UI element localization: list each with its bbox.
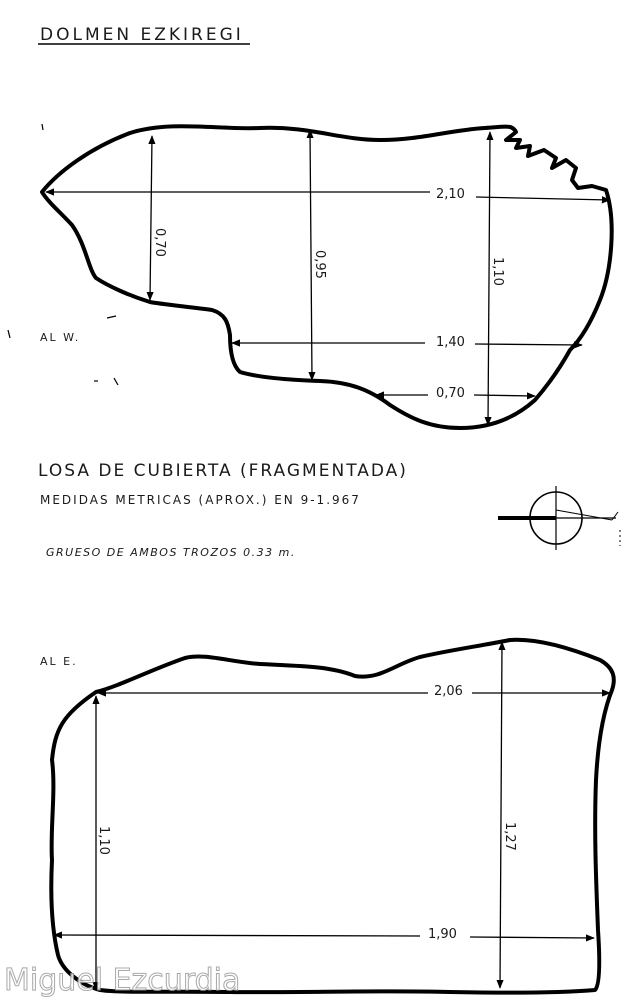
measure-width-left-w: 0,70 bbox=[152, 228, 167, 257]
dim-line-length-bottom-left bbox=[53, 931, 421, 939]
dim-line-width-right bbox=[496, 641, 506, 989]
measure-length-middle-w: 1,40 bbox=[436, 335, 465, 350]
pencil-mark bbox=[106, 315, 117, 319]
dim-line-length-top-right bbox=[475, 196, 611, 204]
measure-length-top-w: 2,10 bbox=[436, 187, 465, 202]
dim-line-width-left bbox=[146, 135, 156, 301]
measure-length-top-e: 2,06 bbox=[434, 684, 463, 699]
measure-width-middle-w: 0,95 bbox=[312, 250, 327, 279]
slab-west-outline bbox=[40, 124, 614, 430]
side-label-east: AL E. bbox=[40, 655, 78, 668]
measure-width-right-w: 1,10 bbox=[490, 257, 505, 286]
orientation-symbol bbox=[498, 486, 621, 550]
pencil-mark bbox=[41, 123, 44, 131]
drawing-title: DOLMEN EZKIREGI bbox=[40, 25, 244, 45]
dim-line-length-bottom-right bbox=[473, 392, 536, 400]
watermark: Miguel Ezcurdia bbox=[4, 963, 240, 998]
pencil-mark bbox=[7, 329, 11, 339]
measure-length-bottom-w: 0,70 bbox=[436, 386, 465, 401]
caption-thickness: GRUESO DE AMBOS TROZOS 0.33 m. bbox=[46, 546, 296, 559]
dim-line-width-right bbox=[484, 131, 494, 426]
caption-measurements: MEDIDAS METRICAS (APROX.) EN 9-1.967 bbox=[40, 493, 361, 507]
dim-line-length-middle-right bbox=[474, 341, 583, 349]
side-label-west: AL W. bbox=[40, 331, 80, 344]
slab-east-outline bbox=[49, 637, 616, 995]
measure-width-left-e: 1,10 bbox=[96, 826, 111, 855]
dim-line-width-middle bbox=[306, 129, 316, 381]
measure-length-bottom-e: 1,90 bbox=[428, 927, 457, 942]
caption-slab-type: LOSA DE CUBIERTA (FRAGMENTADA) bbox=[38, 461, 408, 481]
measure-width-right-e: 1,27 bbox=[502, 822, 517, 851]
dim-line-length-bottom-right bbox=[469, 934, 595, 942]
pencil-mark bbox=[113, 377, 119, 386]
